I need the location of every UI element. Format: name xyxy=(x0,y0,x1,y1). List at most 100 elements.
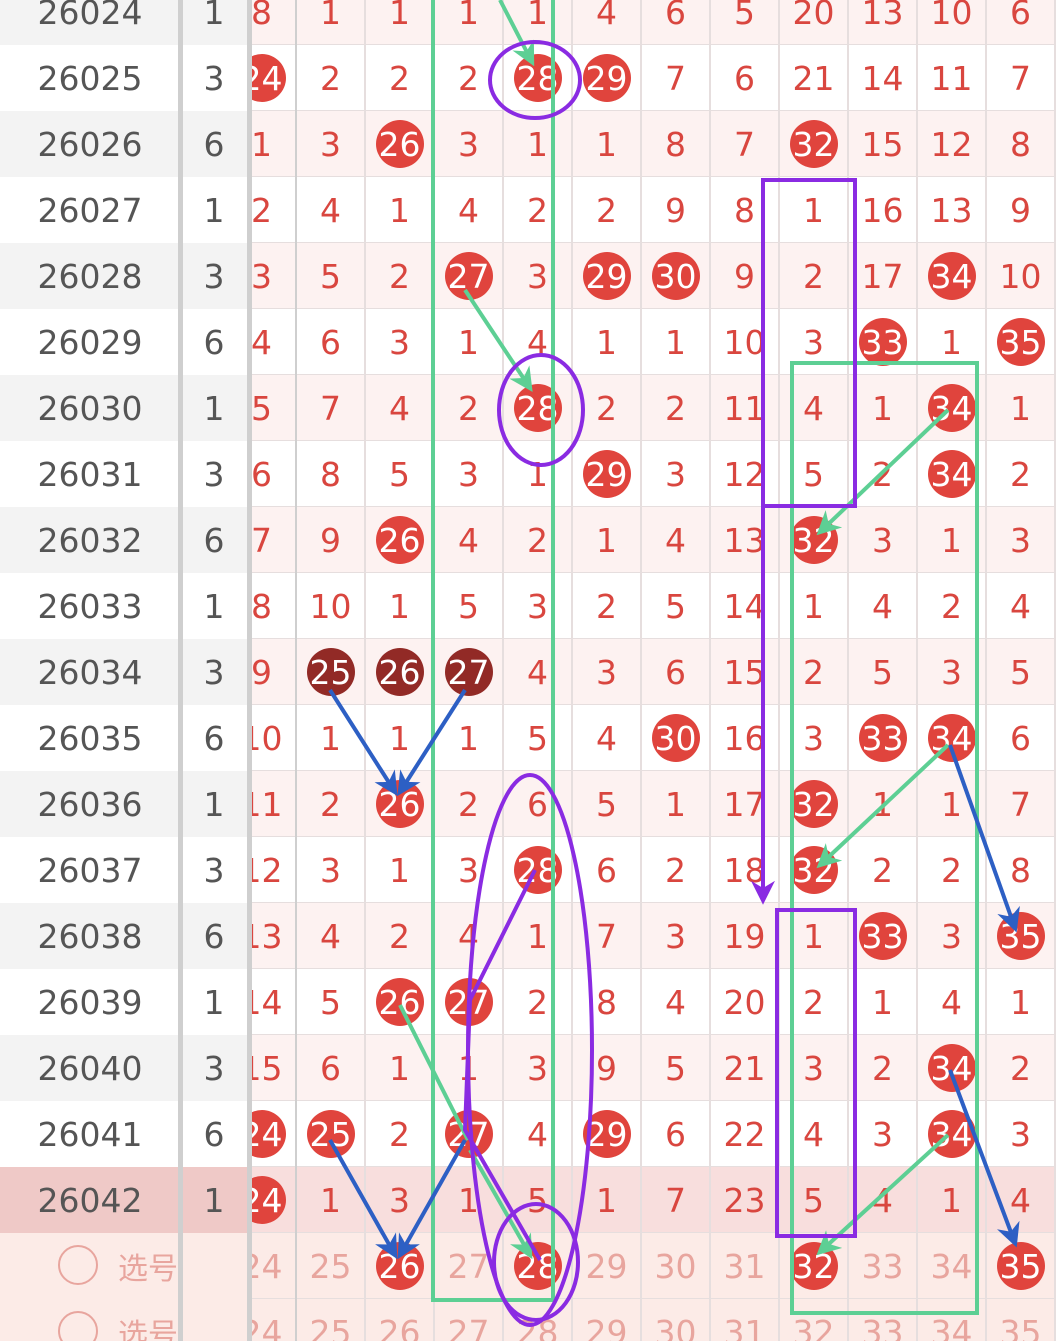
issue: 26035 xyxy=(37,718,143,758)
cell-number: 6 xyxy=(251,454,272,494)
cell-box: 1 xyxy=(779,903,848,969)
cell-number: 5 xyxy=(665,586,686,626)
cell-box: 3 xyxy=(779,705,848,771)
cell-number: 24 xyxy=(250,1246,283,1286)
cell-number: 4 xyxy=(665,520,686,560)
cell-box: 13 xyxy=(250,903,296,969)
cell-box: 2 xyxy=(365,243,434,309)
cell-box: 1 xyxy=(296,705,365,771)
cell-box: 3 xyxy=(503,243,572,309)
grid-divider xyxy=(502,0,504,1341)
cell-box: 3 xyxy=(917,639,986,705)
cell-box: 4 xyxy=(572,705,641,771)
cell-box: 6 xyxy=(250,441,296,507)
cell-box: 2 xyxy=(572,573,641,639)
cell-number: 1 xyxy=(665,322,686,362)
cell-number: 35 xyxy=(999,1246,1042,1286)
cell-box: 33 xyxy=(848,1233,917,1299)
cell-box: 6 xyxy=(641,0,710,45)
ball xyxy=(250,1176,286,1224)
cell-number: 22 xyxy=(723,1114,766,1154)
cell-number: 4 xyxy=(458,190,479,230)
sum: 1 xyxy=(203,1180,225,1220)
cell-number: 2 xyxy=(389,256,410,296)
cell-box: 30 xyxy=(641,1299,710,1341)
cell-box: 12 xyxy=(917,111,986,177)
issue: 26028 xyxy=(37,256,143,296)
cell-box: 25 xyxy=(296,1299,365,1341)
cell-box: 5 xyxy=(503,705,572,771)
cell-box: 2 xyxy=(503,507,572,573)
row-left-bg xyxy=(0,903,250,969)
cell-number: 5 xyxy=(251,388,272,428)
cell-box: 4 xyxy=(250,309,296,375)
cell-number: 9 xyxy=(665,190,686,230)
cell-box: 32 xyxy=(779,111,848,177)
cell-number: 12 xyxy=(723,454,766,494)
cell-box: 17 xyxy=(710,771,779,837)
cell-box: 15 xyxy=(710,639,779,705)
cell-box: 3 xyxy=(986,507,1055,573)
cell-number: 6 xyxy=(665,652,686,692)
cell-number: 10 xyxy=(309,586,352,626)
sum: 1 xyxy=(203,190,225,230)
cell-number: 6 xyxy=(1010,718,1031,758)
cell-box: 26 xyxy=(365,639,434,705)
cell-number: 8 xyxy=(251,586,272,626)
cell-number: 11 xyxy=(930,58,973,98)
sum: 1 xyxy=(203,982,225,1022)
cell-number: 2 xyxy=(320,784,341,824)
cell-box: 4 xyxy=(641,969,710,1035)
cell-number: 2 xyxy=(872,1048,893,1088)
cell-box: 2 xyxy=(779,969,848,1035)
cell-number: 15 xyxy=(250,1048,283,1088)
cell-box: 3 xyxy=(503,1035,572,1101)
cell-number: 12 xyxy=(250,850,283,890)
row-grid-bg xyxy=(250,177,1056,243)
cell-box: 11 xyxy=(710,375,779,441)
cell-number: 4 xyxy=(872,586,893,626)
issue: 26030 xyxy=(37,388,143,428)
row-grid-bg xyxy=(250,1101,1056,1167)
cell-number: 25 xyxy=(309,1246,352,1286)
cell-number: 1 xyxy=(458,0,479,32)
cell-box: 14 xyxy=(710,573,779,639)
issue: 26024 xyxy=(37,0,143,32)
cell-box: 7 xyxy=(572,903,641,969)
cell-box: 1 xyxy=(365,573,434,639)
cell-number: 2 xyxy=(458,784,479,824)
cell-number: 7 xyxy=(251,520,272,560)
cell-box: 21 xyxy=(710,1035,779,1101)
cell-box: 6 xyxy=(710,45,779,111)
cell-number: 9 xyxy=(320,520,341,560)
cell-number: 26 xyxy=(378,124,421,164)
cell-box: 16 xyxy=(710,705,779,771)
row-grid-bg xyxy=(250,903,1056,969)
cell-box: 5 xyxy=(503,1167,572,1233)
sum: 3 xyxy=(203,58,225,98)
row-grid-bg xyxy=(250,837,1056,903)
cell-number: 2 xyxy=(389,916,410,956)
cell-box: 29 xyxy=(572,1233,641,1299)
cell-box: 1 xyxy=(572,309,641,375)
cell-number: 30 xyxy=(654,1312,697,1341)
cell-box: 3 xyxy=(779,309,848,375)
cell-box: 9 xyxy=(296,507,365,573)
cell-number: 3 xyxy=(872,520,893,560)
cell-box: 5 xyxy=(710,0,779,45)
cell-number: 20 xyxy=(723,982,766,1022)
cell-box: 22 xyxy=(710,1101,779,1167)
row-left-bg xyxy=(0,309,250,375)
cell-box: 1 xyxy=(434,0,503,45)
cell-box: 5 xyxy=(296,969,365,1035)
cell-box: 8 xyxy=(250,573,296,639)
cell-box: 34 xyxy=(917,1233,986,1299)
cell-number: 4 xyxy=(320,916,341,956)
cell-number: 17 xyxy=(861,256,904,296)
cell-number: 35 xyxy=(999,322,1042,362)
cell-box: 3 xyxy=(986,1101,1055,1167)
sum: 6 xyxy=(203,718,225,758)
row-left-bg xyxy=(0,1233,250,1299)
cell-number: 2 xyxy=(665,388,686,428)
cell-number: 33 xyxy=(861,322,904,362)
